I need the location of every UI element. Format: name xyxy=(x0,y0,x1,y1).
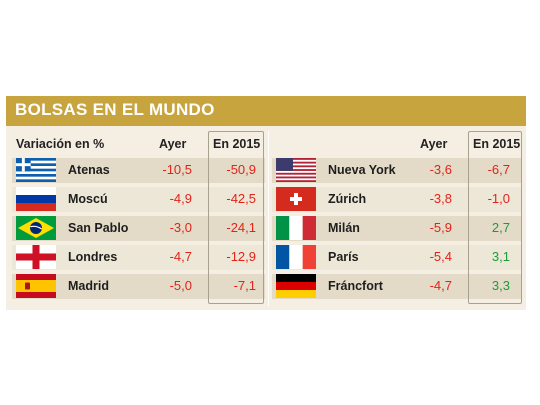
year-value: -6,7 xyxy=(487,162,510,177)
market-name: Atenas xyxy=(68,163,110,177)
market-name: París xyxy=(328,250,359,264)
brazil-flag-icon xyxy=(16,216,56,240)
table-row: París -5,4 3,1 xyxy=(272,245,522,270)
year-value: 3,3 xyxy=(491,278,510,293)
yesterday-header-right: Ayer xyxy=(420,137,448,151)
spain-flag-icon xyxy=(16,274,56,298)
yesterday-value: -4,7 xyxy=(429,278,452,293)
column-divider xyxy=(268,131,269,306)
yesterday-value: -5,4 xyxy=(429,249,452,264)
table-row: Londres -4,7 -12,9 xyxy=(12,245,265,270)
year-value: -24,1 xyxy=(226,220,256,235)
yesterday-value: -3,0 xyxy=(169,220,192,235)
russia-flag-icon xyxy=(16,187,56,211)
year-column-box-left xyxy=(208,131,264,304)
table-row: Atenas -10,5 -50,9 xyxy=(12,158,265,183)
yesterday-value: -5,0 xyxy=(169,278,192,293)
markets-table-card: BOLSAS EN EL MUNDO Variación en % Ayer E… xyxy=(6,96,526,310)
year-value: 3,1 xyxy=(491,249,510,264)
switzerland-flag-icon xyxy=(276,187,316,211)
yesterday-header-left: Ayer xyxy=(159,137,187,151)
table-title: BOLSAS EN EL MUNDO xyxy=(15,100,215,119)
table-row: Fráncfort -4,7 3,3 xyxy=(272,274,522,299)
table-row: Milán -5,9 2,7 xyxy=(272,216,522,241)
yesterday-value: -4,9 xyxy=(169,191,192,206)
market-name: Fráncfort xyxy=(328,279,383,293)
market-name: Moscú xyxy=(68,192,108,206)
greece-flag-icon xyxy=(16,158,56,182)
france-flag-icon xyxy=(276,245,316,269)
table-row: San Pablo -3,0 -24,1 xyxy=(12,216,265,241)
year-column-box-right xyxy=(468,131,522,304)
market-name: San Pablo xyxy=(68,221,129,235)
yesterday-value: -5,9 xyxy=(429,220,452,235)
table-row: Nueva York -3,6 -6,7 xyxy=(272,158,522,183)
yesterday-value: -3,8 xyxy=(429,191,452,206)
year-value: -7,1 xyxy=(233,278,256,293)
year-value: 2,7 xyxy=(491,220,510,235)
market-name: Zúrich xyxy=(328,192,367,206)
germany-flag-icon xyxy=(276,274,316,298)
market-name: Londres xyxy=(68,250,118,264)
yesterday-value: -3,6 xyxy=(429,162,452,177)
market-name: Milán xyxy=(328,221,360,235)
england-flag-icon xyxy=(16,245,56,269)
italy-flag-icon xyxy=(276,216,316,240)
year-value: -42,5 xyxy=(226,191,256,206)
year-header-left: En 2015 xyxy=(213,137,261,151)
yesterday-value: -4,7 xyxy=(169,249,192,264)
yesterday-value: -10,5 xyxy=(162,162,192,177)
variation-header: Variación en % xyxy=(16,137,105,151)
year-value: -1,0 xyxy=(487,191,510,206)
table-row: Madrid -5,0 -7,1 xyxy=(12,274,265,299)
year-value: -50,9 xyxy=(226,162,256,177)
title-banner: BOLSAS EN EL MUNDO xyxy=(6,96,526,126)
table-row: Zúrich -3,8 -1,0 xyxy=(272,187,522,212)
usa-flag-icon xyxy=(276,158,316,182)
market-name: Nueva York xyxy=(328,163,396,177)
table-row: Moscú -4,9 -42,5 xyxy=(12,187,265,212)
year-value: -12,9 xyxy=(226,249,256,264)
market-name: Madrid xyxy=(68,279,109,293)
year-header-right: En 2015 xyxy=(473,137,521,151)
